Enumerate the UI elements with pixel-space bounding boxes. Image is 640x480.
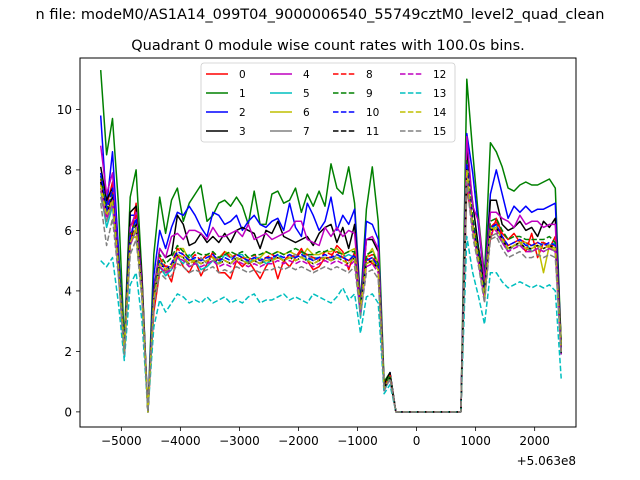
legend-label-11: 11 bbox=[366, 126, 379, 138]
legend-label-12: 12 bbox=[433, 69, 446, 81]
chart-title: Quadrant 0 module wise count rates with … bbox=[131, 38, 525, 54]
x-tick-label: −4000 bbox=[160, 434, 201, 448]
x-tick-label: −5000 bbox=[101, 434, 142, 448]
series-layer bbox=[99, 70, 562, 413]
legend-box bbox=[200, 62, 456, 143]
series-line-13 bbox=[100, 235, 562, 413]
legend-label-7: 7 bbox=[303, 126, 310, 138]
y-tick-label: 10 bbox=[57, 103, 72, 117]
y-tick-label: 6 bbox=[64, 224, 72, 238]
x-offset-label: +5.063e8 bbox=[517, 454, 576, 468]
series-line-12 bbox=[99, 172, 562, 413]
series-line-15 bbox=[99, 181, 562, 413]
legend-label-5: 5 bbox=[303, 88, 310, 100]
legend-label-13: 13 bbox=[433, 88, 446, 100]
legend-label-3: 3 bbox=[239, 126, 246, 138]
x-tick-label: 1000 bbox=[460, 434, 491, 448]
x-tick-label: −1000 bbox=[337, 434, 378, 448]
y-tick-label: 4 bbox=[64, 284, 72, 298]
x-tick-label: 0 bbox=[413, 434, 421, 448]
y-tick-label: 0 bbox=[64, 405, 72, 419]
series-line-4 bbox=[99, 135, 562, 413]
legend-label-1: 1 bbox=[239, 88, 246, 100]
x-tick-label: 2000 bbox=[519, 434, 550, 448]
y-tick-label: 8 bbox=[64, 163, 72, 177]
x-axis: −5000 −4000 −3000 −2000 −1000 0 1000 2000 bbox=[101, 427, 550, 448]
legend-label-14: 14 bbox=[433, 107, 447, 119]
legend-label-10: 10 bbox=[366, 107, 379, 119]
legend-label-9: 9 bbox=[366, 88, 373, 100]
y-axis: 0 2 4 6 8 10 bbox=[57, 103, 80, 419]
legend-label-4: 4 bbox=[303, 69, 310, 81]
x-tick-label: −3000 bbox=[219, 434, 260, 448]
y-tick-label: 2 bbox=[64, 345, 72, 359]
legend-label-15: 15 bbox=[433, 126, 446, 138]
legend-label-6: 6 bbox=[303, 107, 310, 119]
suptitle: n file: modeM0/AS1A14_099T04_9000006540_… bbox=[36, 7, 605, 23]
legend-label-0: 0 bbox=[239, 69, 246, 81]
legend-label-2: 2 bbox=[239, 107, 246, 119]
plot-frame bbox=[79, 57, 577, 428]
legend-label-8: 8 bbox=[366, 69, 373, 81]
x-tick-label: −2000 bbox=[278, 434, 319, 448]
